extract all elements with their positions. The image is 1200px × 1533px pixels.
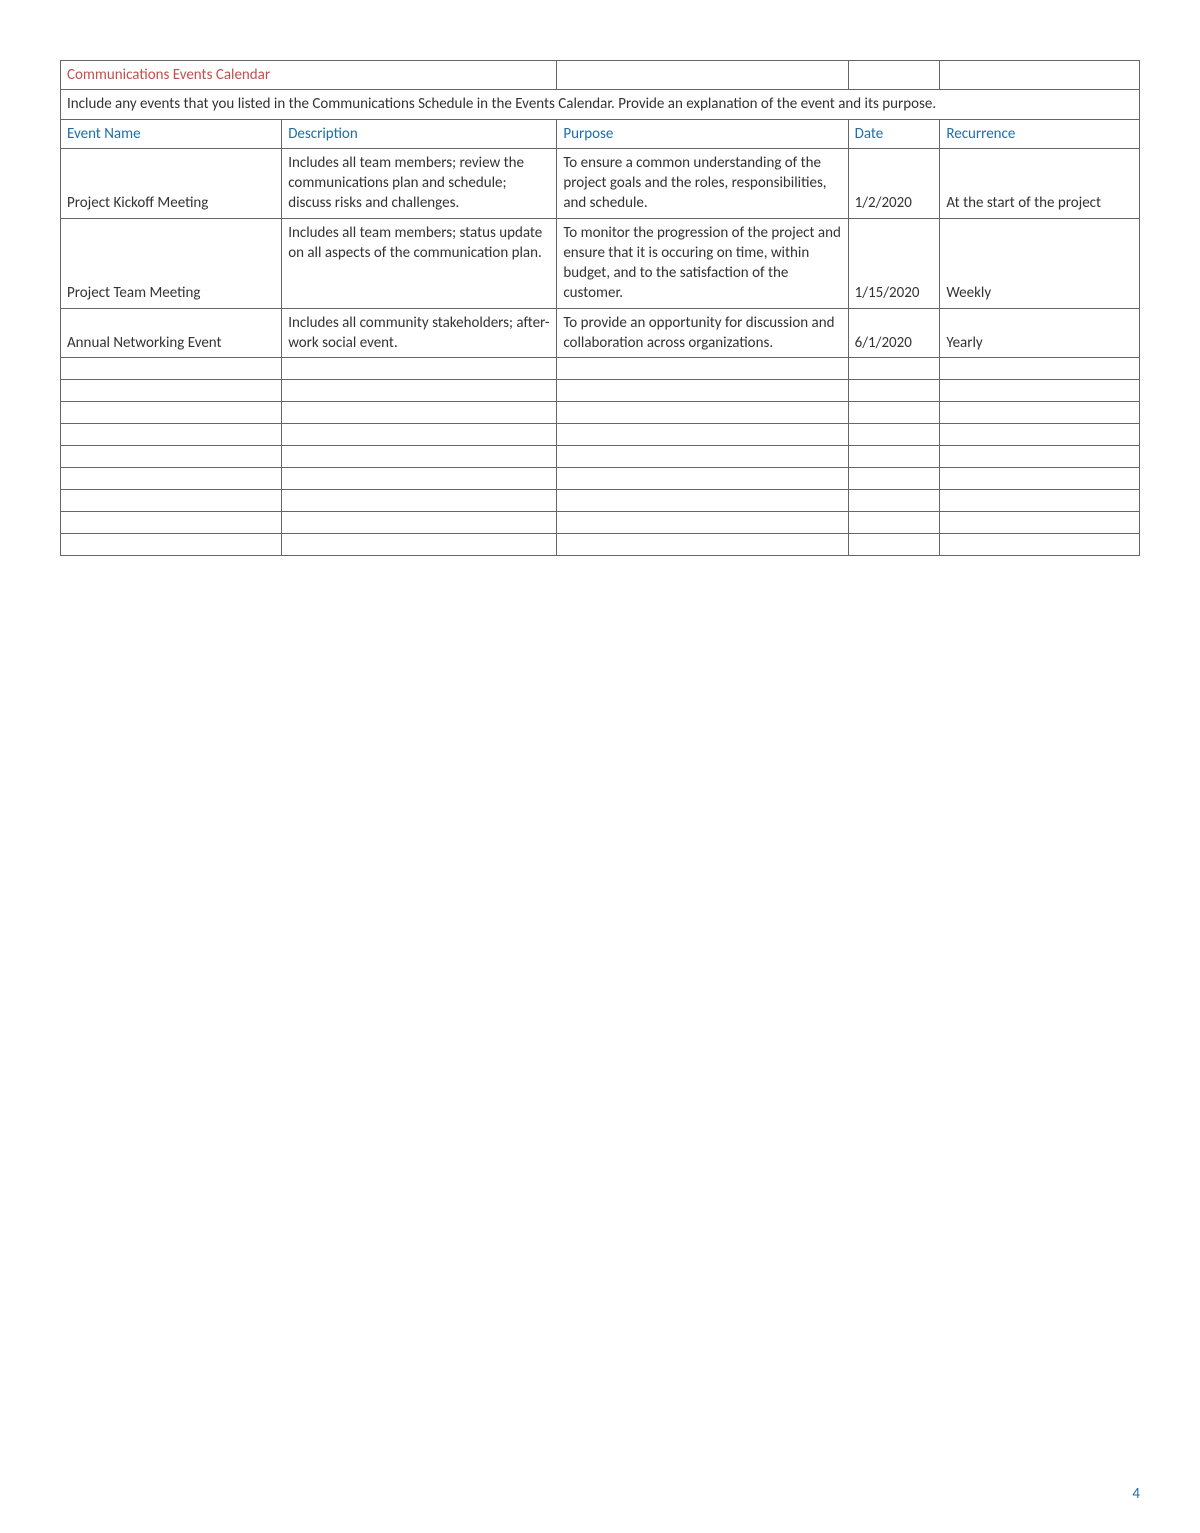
table-row	[61, 402, 1140, 424]
empty-cell	[940, 512, 1140, 534]
empty-cell	[61, 358, 282, 380]
table-row	[61, 446, 1140, 468]
empty-cell	[557, 490, 848, 512]
empty-cell	[61, 446, 282, 468]
header-row: Event Name Description Purpose Date Recu…	[61, 119, 1140, 148]
empty-cell	[61, 512, 282, 534]
empty-cell	[940, 490, 1140, 512]
empty-cell	[61, 402, 282, 424]
empty-cell	[848, 358, 940, 380]
cell-recurrence: Yearly	[940, 308, 1140, 358]
empty-cell	[848, 446, 940, 468]
empty-cell	[940, 424, 1140, 446]
cell-description: Includes all community stakeholders; aft…	[282, 308, 557, 358]
instruction-row: Include any events that you listed in th…	[61, 90, 1140, 119]
empty-cell	[940, 402, 1140, 424]
empty-cell	[61, 534, 282, 556]
title-empty-3	[940, 61, 1140, 90]
empty-cell	[282, 424, 557, 446]
cell-date: 1/15/2020	[848, 218, 940, 308]
header-event-name: Event Name	[61, 119, 282, 148]
empty-cell	[557, 512, 848, 534]
title-empty-1	[557, 61, 848, 90]
cell-date: 1/2/2020	[848, 148, 940, 218]
cell-recurrence: At the start of the project	[940, 148, 1140, 218]
document-page: Communications Events Calendar Include a…	[0, 0, 1200, 1533]
empty-cell	[282, 534, 557, 556]
empty-cell	[557, 446, 848, 468]
header-date: Date	[848, 119, 940, 148]
empty-cell	[282, 512, 557, 534]
empty-cell	[848, 534, 940, 556]
header-recurrence: Recurrence	[940, 119, 1140, 148]
table-row	[61, 512, 1140, 534]
table-title: Communications Events Calendar	[61, 61, 557, 90]
empty-cell	[848, 424, 940, 446]
empty-cell	[940, 380, 1140, 402]
empty-cell	[282, 402, 557, 424]
empty-cell	[848, 512, 940, 534]
empty-cell	[282, 468, 557, 490]
title-empty-2	[848, 61, 940, 90]
empty-cell	[557, 424, 848, 446]
table-row	[61, 358, 1140, 380]
table-row: Project Kickoff MeetingIncludes all team…	[61, 148, 1140, 218]
table-row: Project Team MeetingIncludes all team me…	[61, 218, 1140, 308]
empty-cell	[557, 534, 848, 556]
empty-cell	[557, 358, 848, 380]
cell-date: 6/1/2020	[848, 308, 940, 358]
empty-cell	[61, 380, 282, 402]
empty-cell	[848, 490, 940, 512]
empty-cell	[61, 424, 282, 446]
empty-cell	[61, 490, 282, 512]
cell-event-name: Annual Networking Event	[61, 308, 282, 358]
empty-cell	[61, 468, 282, 490]
table-row	[61, 534, 1140, 556]
empty-cell	[282, 490, 557, 512]
header-purpose: Purpose	[557, 119, 848, 148]
title-row: Communications Events Calendar	[61, 61, 1140, 90]
cell-description: Includes all team members; status update…	[282, 218, 557, 308]
page-number: 4	[1132, 1485, 1140, 1503]
cell-description: Includes all team members; review the co…	[282, 148, 557, 218]
empty-cell	[282, 380, 557, 402]
empty-cell	[282, 446, 557, 468]
cell-event-name: Project Kickoff Meeting	[61, 148, 282, 218]
cell-event-name: Project Team Meeting	[61, 218, 282, 308]
table-row	[61, 424, 1140, 446]
cell-purpose: To ensure a common understanding of the …	[557, 148, 848, 218]
cell-recurrence: Weekly	[940, 218, 1140, 308]
empty-cell	[557, 468, 848, 490]
table-row: Annual Networking EventIncludes all comm…	[61, 308, 1140, 358]
table-row	[61, 490, 1140, 512]
empty-cell	[848, 402, 940, 424]
table-row	[61, 380, 1140, 402]
empty-cell	[848, 468, 940, 490]
events-calendar-table: Communications Events Calendar Include a…	[60, 60, 1140, 556]
empty-cell	[282, 358, 557, 380]
empty-cell	[940, 358, 1140, 380]
instruction-text: Include any events that you listed in th…	[61, 90, 1140, 119]
empty-cell	[940, 446, 1140, 468]
empty-cell	[557, 402, 848, 424]
empty-cell	[940, 468, 1140, 490]
cell-purpose: To provide an opportunity for discussion…	[557, 308, 848, 358]
header-description: Description	[282, 119, 557, 148]
empty-cell	[848, 380, 940, 402]
table-row	[61, 468, 1140, 490]
cell-purpose: To monitor the progression of the projec…	[557, 218, 848, 308]
empty-cell	[940, 534, 1140, 556]
empty-cell	[557, 380, 848, 402]
